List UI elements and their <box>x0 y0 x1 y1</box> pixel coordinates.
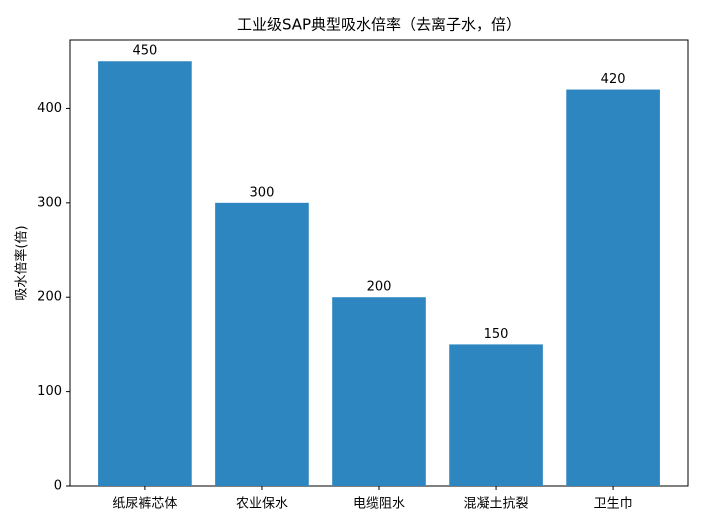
data-label: 420 <box>601 72 626 87</box>
data-label: 150 <box>484 327 509 342</box>
bar <box>215 202 309 487</box>
x-tick-label: 农业保水 <box>236 497 288 512</box>
y-tick-label: 100 <box>37 384 62 399</box>
data-label: 450 <box>132 44 157 59</box>
y-tick-label: 0 <box>54 479 62 494</box>
y-axis-label: 吸水倍率(倍) <box>14 225 30 300</box>
bar <box>566 89 660 487</box>
x-tick-label: 混凝土抗裂 <box>464 496 529 512</box>
chart-title: 工业级SAP典型吸水倍率（去离子水，倍） <box>237 16 521 34</box>
bar <box>449 344 543 486</box>
data-label: 300 <box>250 185 275 200</box>
x-tick-label: 纸尿裤芯体 <box>112 497 177 512</box>
bar <box>98 61 192 486</box>
x-tick-label: 卫生巾 <box>594 497 633 512</box>
y-tick-label: 200 <box>37 290 62 305</box>
bar <box>332 297 426 486</box>
y-tick-label: 400 <box>37 101 62 116</box>
y-tick-label: 300 <box>37 195 62 210</box>
x-tick-label: 电缆阻水 <box>353 496 405 512</box>
data-label: 200 <box>367 280 392 295</box>
